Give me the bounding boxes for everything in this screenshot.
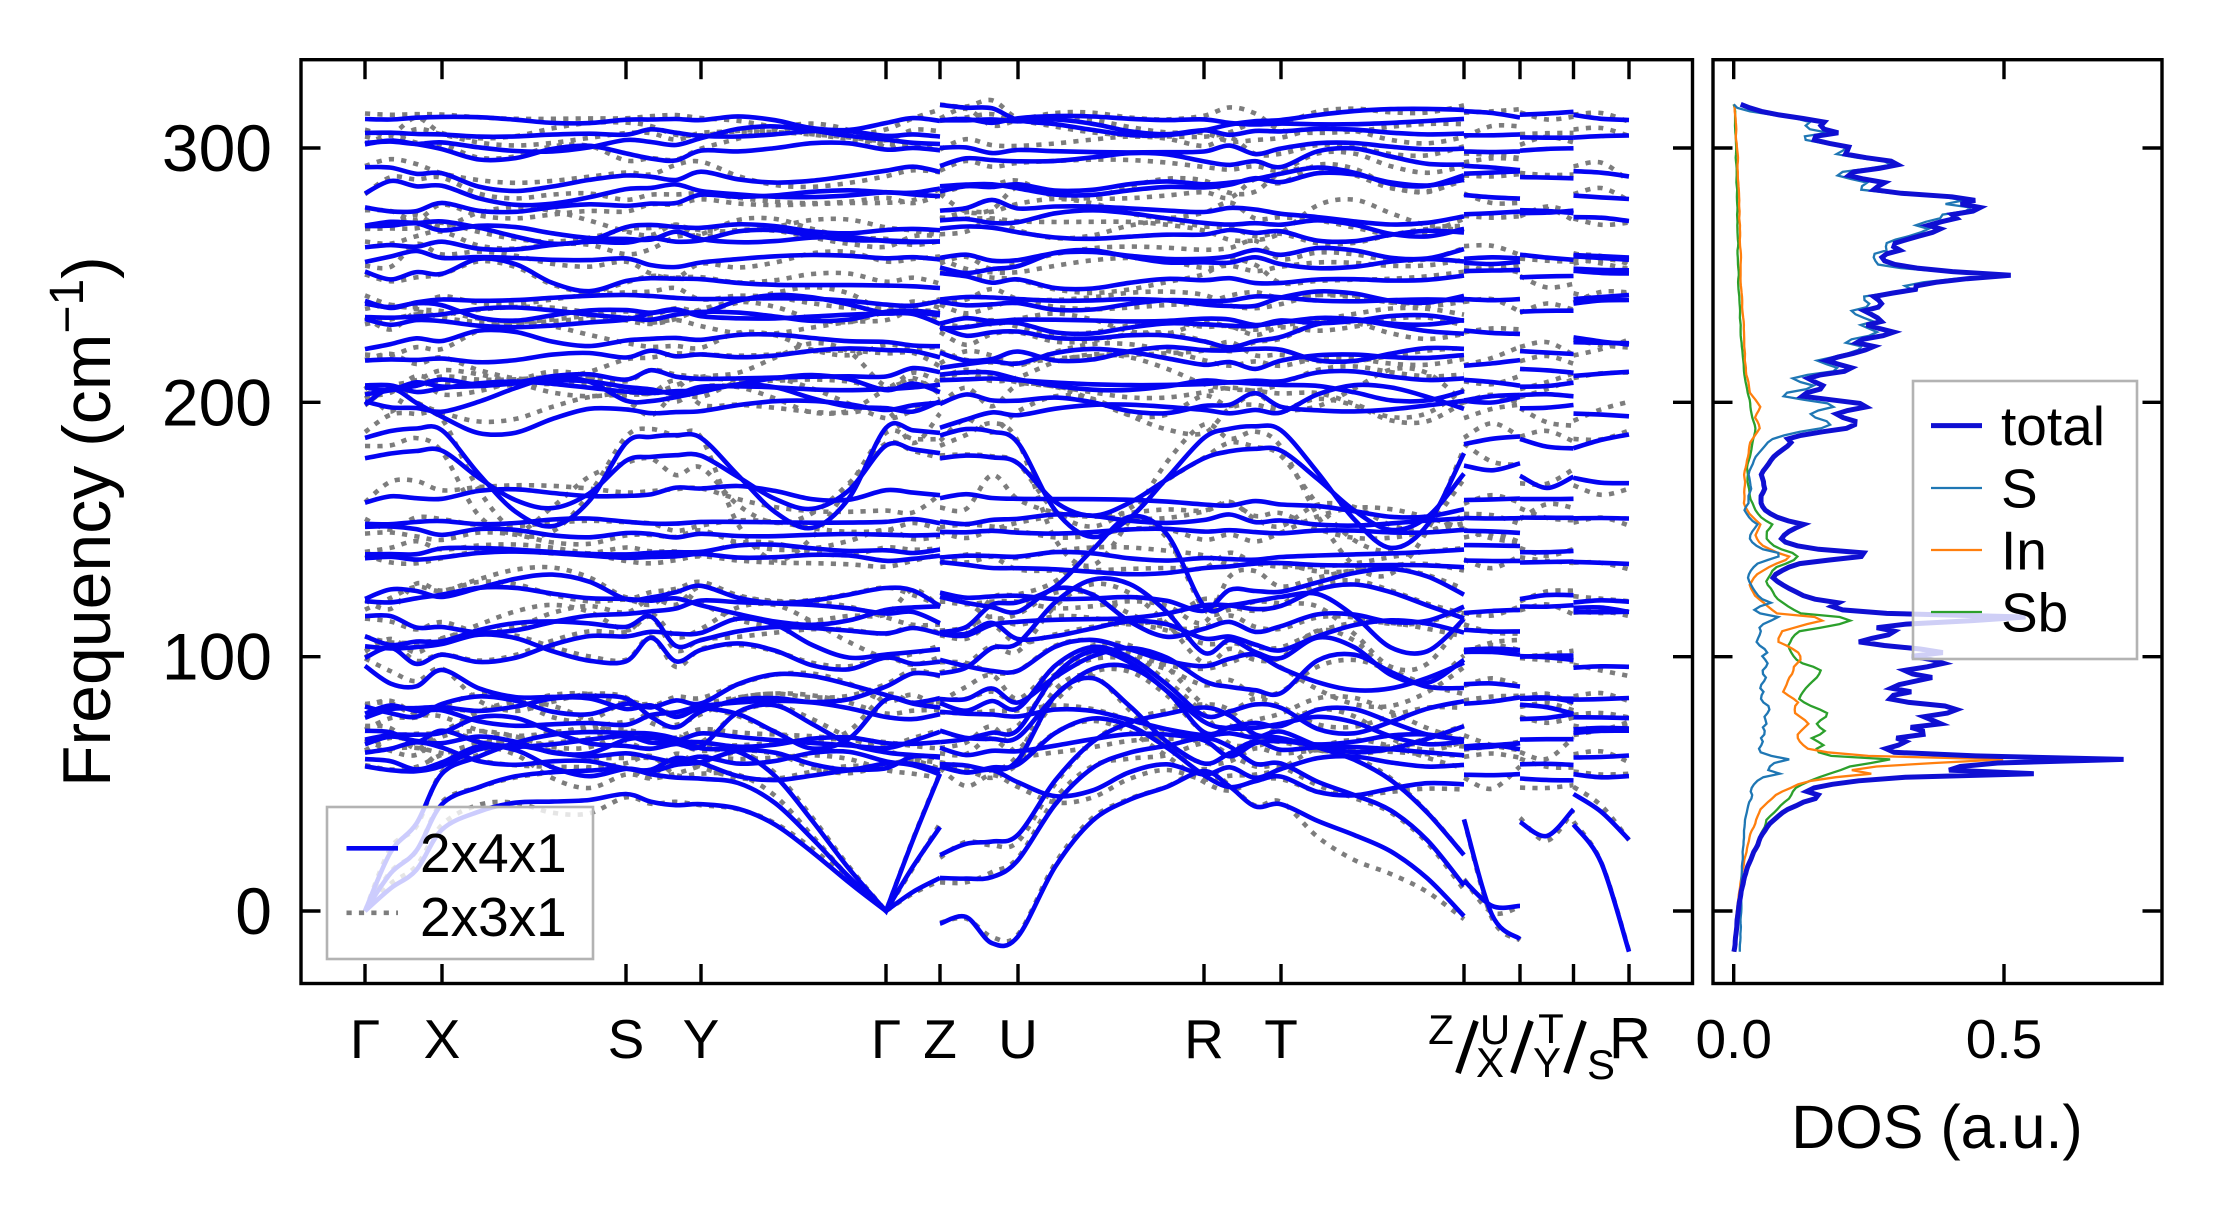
svg-text:R: R xyxy=(1184,1008,1224,1070)
svg-text:Z: Z xyxy=(1428,1006,1454,1053)
svg-text:Frequency (cm−1): Frequency (cm−1) xyxy=(41,256,125,787)
svg-text:300: 300 xyxy=(162,111,272,185)
svg-text:In: In xyxy=(2001,520,2047,582)
svg-text:Z: Z xyxy=(923,1008,957,1070)
svg-text:Γ: Γ xyxy=(871,1008,901,1070)
svg-text:Sb: Sb xyxy=(2001,582,2068,644)
svg-text:X: X xyxy=(1476,1039,1504,1086)
svg-text:0.0: 0.0 xyxy=(1695,1008,1771,1070)
svg-text:0.5: 0.5 xyxy=(1966,1008,2042,1070)
svg-text:2x3x1: 2x3x1 xyxy=(420,886,567,948)
svg-text:100: 100 xyxy=(162,620,272,694)
svg-text:T: T xyxy=(1538,1005,1564,1052)
svg-text:200: 200 xyxy=(162,365,272,439)
svg-text:Γ: Γ xyxy=(350,1008,380,1070)
svg-text:Y: Y xyxy=(1533,1039,1561,1086)
svg-text:U: U xyxy=(998,1008,1038,1070)
svg-text:U: U xyxy=(1480,1006,1510,1053)
svg-text:X: X xyxy=(424,1008,461,1070)
svg-text:2x4x1: 2x4x1 xyxy=(420,822,567,884)
svg-text:S: S xyxy=(1587,1041,1615,1088)
svg-text:total: total xyxy=(2001,395,2105,457)
svg-text:0: 0 xyxy=(235,874,272,948)
svg-text:Y: Y xyxy=(683,1008,720,1070)
svg-text:S: S xyxy=(608,1008,645,1070)
svg-text:DOS (a.u.): DOS (a.u.) xyxy=(1791,1093,2083,1161)
svg-text:T: T xyxy=(1264,1008,1298,1070)
svg-text:S: S xyxy=(2001,458,2038,520)
svg-text:R: R xyxy=(1609,1006,1651,1071)
